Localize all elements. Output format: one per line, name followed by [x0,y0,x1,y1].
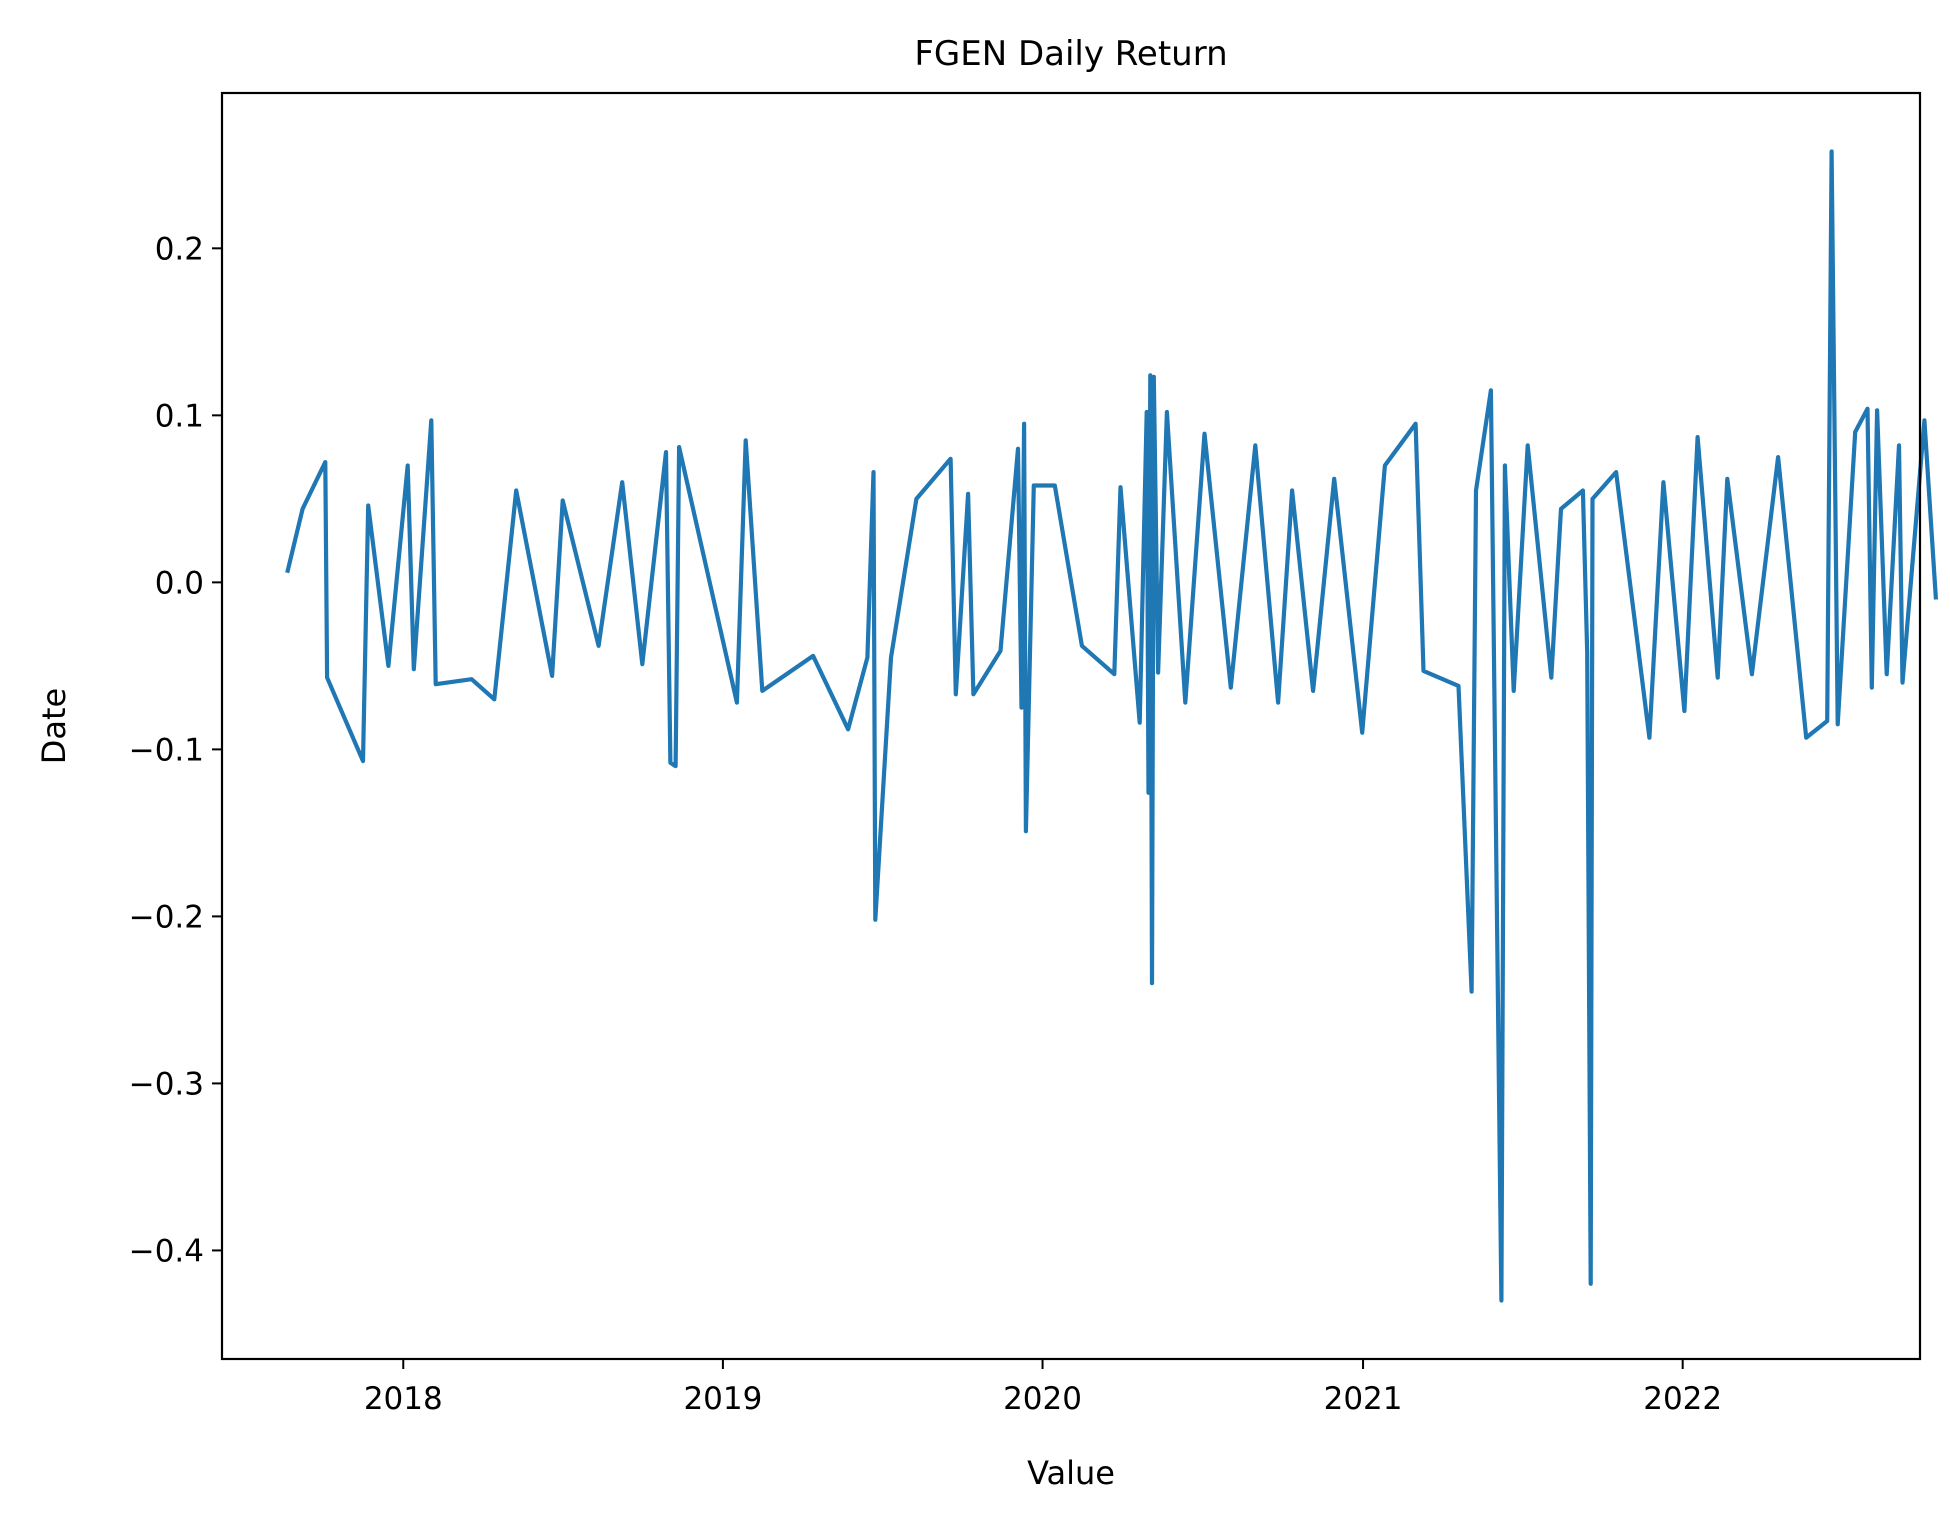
x-tick-label: 2019 [683,1381,762,1417]
axes-layer: 2018 2019 2020 2021 2022 0.2 0.1 0.0 −0.1 −0.2 −0.… [129,91,1922,1417]
x-tick-label: 2018 [364,1381,443,1417]
series-layer [285,149,1939,1303]
y-tick-label: 0.2 [155,231,204,267]
x-tick-label: 2020 [1003,1381,1082,1417]
x-axis-label: Value [1027,1454,1115,1492]
y-tick-label: 0.1 [155,398,204,434]
y-axis-label: Date [35,688,73,764]
y-tick-label: −0.2 [129,899,204,935]
y-tick-label: −0.1 [129,732,204,768]
x-tick-label: 2021 [1324,1381,1403,1417]
y-tick-label: 0.0 [155,565,204,601]
plot-area [222,93,1920,1359]
x-tick-label: 2022 [1643,1381,1722,1417]
y-tick-label: −0.4 [129,1233,204,1269]
y-tick-label: −0.3 [129,1066,204,1102]
series-line-0 [285,149,1939,1303]
chart-title: FGEN Daily Return [914,34,1227,74]
plot-frame [220,91,1922,1361]
